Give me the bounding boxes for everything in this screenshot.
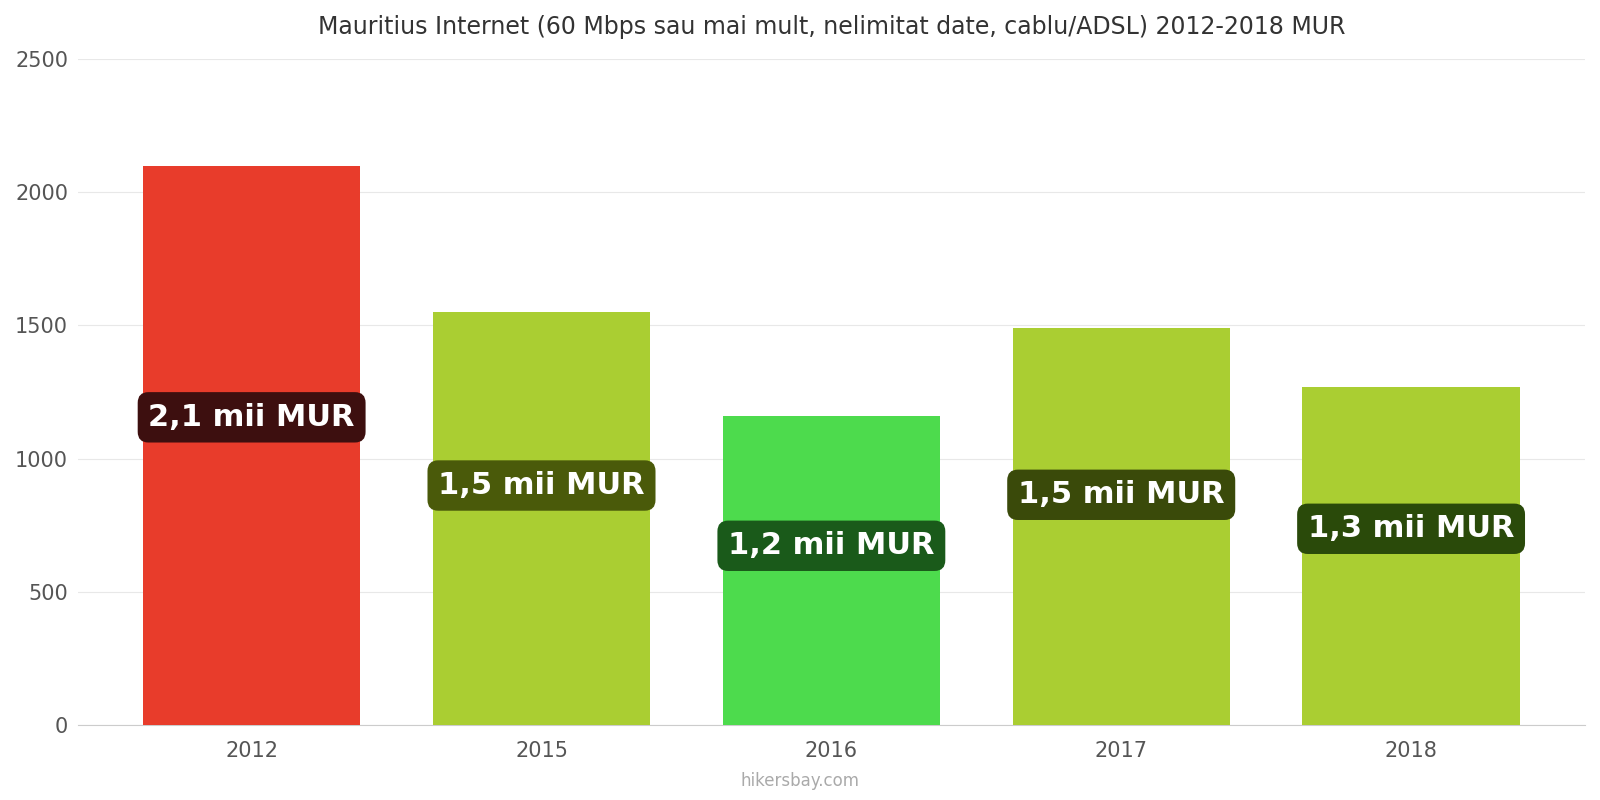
Text: hikersbay.com: hikersbay.com xyxy=(741,773,859,790)
Text: 1,3 mii MUR: 1,3 mii MUR xyxy=(1307,514,1514,543)
Text: 2,1 mii MUR: 2,1 mii MUR xyxy=(149,403,355,432)
Bar xyxy=(434,312,650,725)
Bar xyxy=(1013,328,1230,725)
Text: 1,5 mii MUR: 1,5 mii MUR xyxy=(1018,480,1224,510)
Bar xyxy=(142,166,360,725)
Bar xyxy=(1302,386,1520,725)
Text: 1,2 mii MUR: 1,2 mii MUR xyxy=(728,531,934,560)
Text: 1,5 mii MUR: 1,5 mii MUR xyxy=(438,471,645,500)
Title: Mauritius Internet (60 Mbps sau mai mult, nelimitat date, cablu/ADSL) 2012-2018 : Mauritius Internet (60 Mbps sau mai mult… xyxy=(318,15,1346,39)
Bar xyxy=(723,416,941,725)
